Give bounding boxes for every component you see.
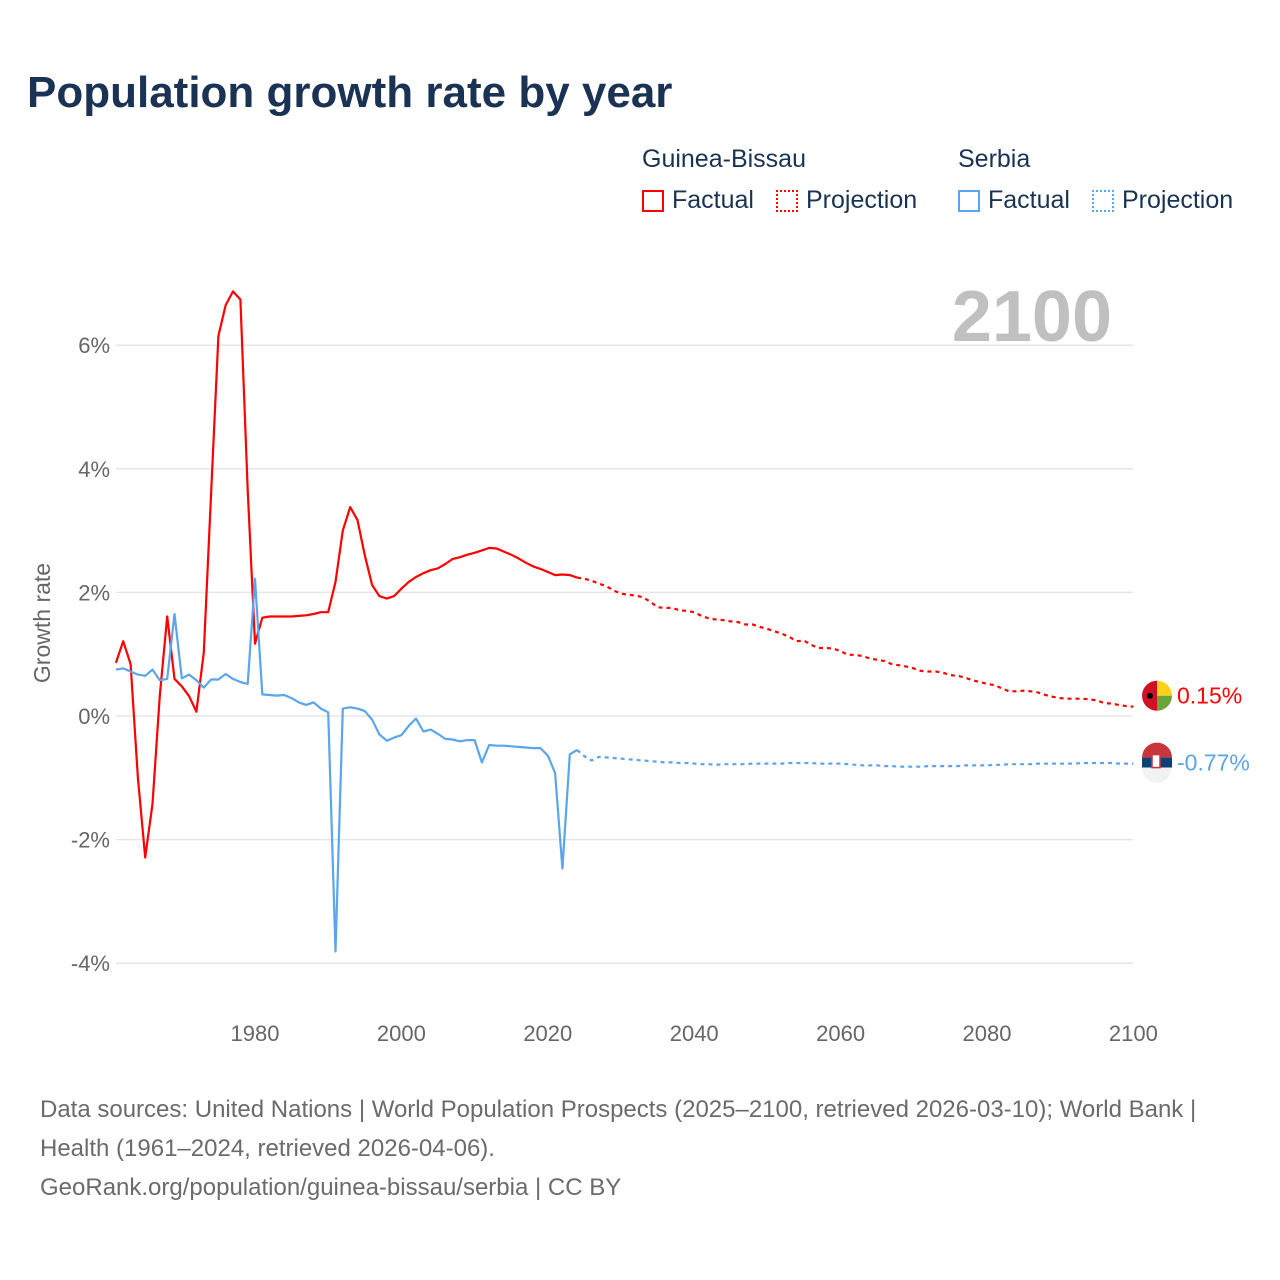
x-tick-label: 2060 (816, 1021, 865, 1046)
y-tick-label: -2% (71, 828, 110, 853)
legend-swatch-solid (958, 190, 980, 212)
x-tick-label: 2100 (1109, 1021, 1158, 1046)
x-tick-label: 1980 (231, 1021, 280, 1046)
legend-group-guinea-bissau: Guinea-Bissau (642, 145, 806, 173)
y-tick-label: 0% (78, 704, 110, 729)
flag-emblem (1151, 753, 1161, 769)
legend-label: Factual (672, 186, 754, 214)
flag-part (1142, 767, 1172, 783)
series-line-serbia-factual (115, 577, 578, 953)
legend-label: Projection (1122, 186, 1234, 214)
y-tick-label: 2% (78, 580, 110, 605)
chart-title: Population growth rate by year (27, 68, 673, 117)
y-axis-label: Growth rate (29, 563, 55, 683)
source-url[interactable]: GeoRank.org/population/guinea-bissau/ser… (40, 1174, 622, 1201)
flag-part (1142, 742, 1172, 758)
source-note: Data sources: United Nations | World Pop… (40, 1090, 1240, 1207)
legend-group-serbia: Serbia (958, 145, 1031, 173)
legend-serbia-projection[interactable]: Projection (1092, 186, 1233, 215)
x-tick-label: 2020 (523, 1021, 572, 1046)
legend-swatch-solid (642, 190, 664, 212)
y-tick-label: -4% (71, 951, 110, 976)
legend-swatch-dotted (776, 190, 798, 212)
flag-star (1147, 692, 1153, 699)
x-tick-label: 2080 (963, 1021, 1012, 1046)
legend-serbia-factual[interactable]: Factual (958, 186, 1070, 215)
legend-swatch-dotted (1092, 190, 1114, 212)
y-tick-label: 4% (78, 457, 110, 482)
x-tick-label: 2040 (670, 1021, 719, 1046)
series-line-serbia-projection (576, 749, 1134, 768)
flag-serbia-icon (1142, 742, 1172, 783)
legend-gb-projection[interactable]: Projection (776, 186, 917, 215)
legend-gb-factual[interactable]: Factual (642, 186, 754, 215)
legend-label: Factual (988, 186, 1070, 214)
source-line: Data sources: United Nations | World Pop… (40, 1096, 1197, 1162)
flag-part (1157, 695, 1173, 711)
series-line-guinea-bissau-projection (576, 576, 1134, 708)
end-value-label: 0.15% (1177, 683, 1242, 709)
x-tick-label: 2000 (377, 1021, 426, 1046)
flag-part (1157, 680, 1172, 696)
current-year-label: 2100 (951, 277, 1112, 357)
legend-label: Projection (806, 186, 918, 214)
end-value-label: -0.77% (1177, 750, 1250, 776)
series-line-guinea-bissau-factual (114, 290, 578, 859)
y-tick-label: 6% (78, 333, 110, 358)
flag-guinea-bissau-icon (1142, 680, 1173, 711)
